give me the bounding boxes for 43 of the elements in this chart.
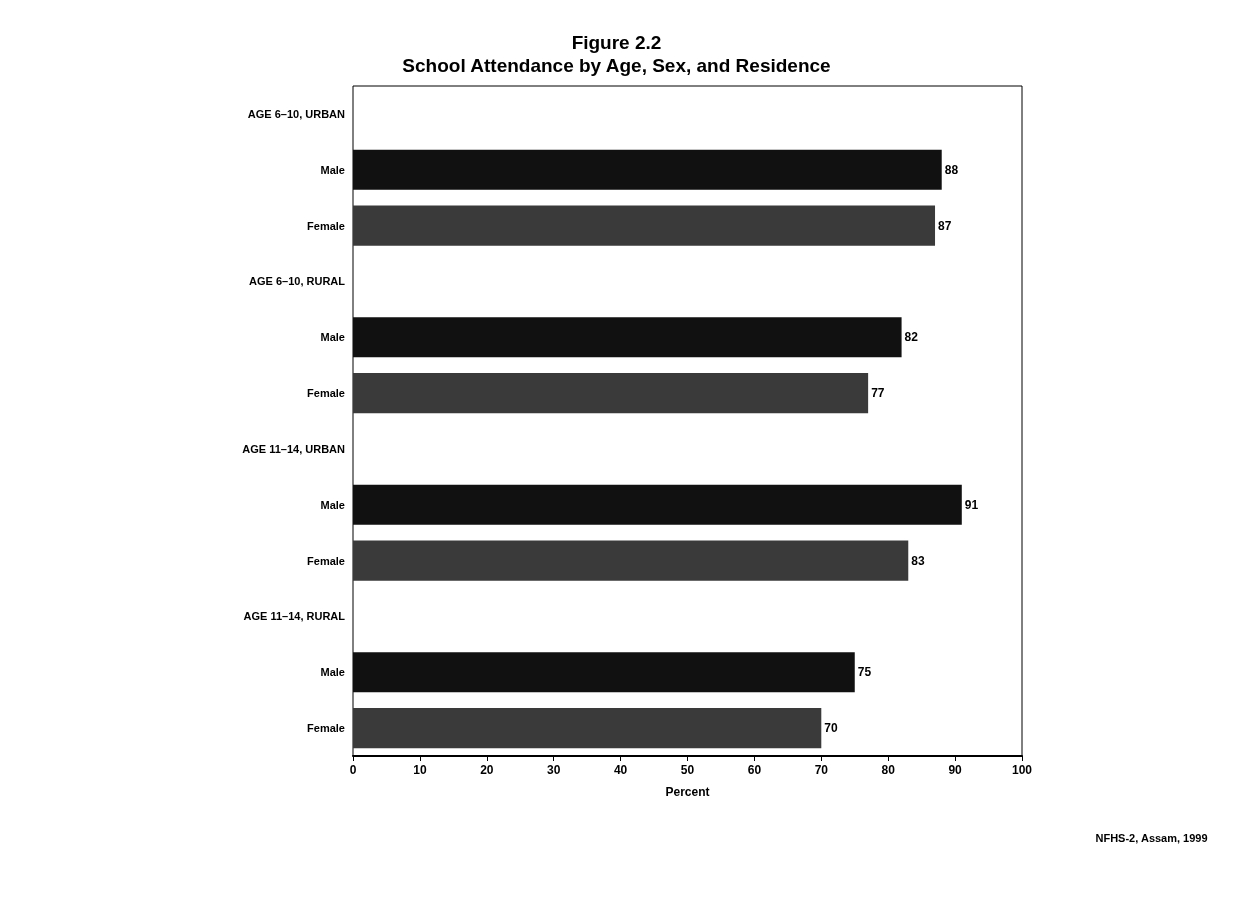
y-tick-label: AGE 6–10, RURAL <box>249 275 346 288</box>
x-tick-label: 70 <box>814 763 829 777</box>
data-label: 77 <box>871 386 885 401</box>
x-tick-label: 30 <box>547 763 561 777</box>
data-label: 83 <box>911 553 925 568</box>
bar <box>353 652 855 693</box>
y-tick-label: Male <box>320 163 345 176</box>
bar <box>353 317 902 358</box>
data-label: 88 <box>944 162 959 177</box>
x-tick-label: 100 <box>1011 763 1033 777</box>
y-tick-label: Female <box>307 219 345 232</box>
x-tick-label: 90 <box>948 763 963 777</box>
y-tick-label: Male <box>320 331 345 344</box>
x-tick-label: 40 <box>613 763 628 777</box>
x-tick-label: 20 <box>480 763 494 777</box>
y-tick-label: Female <box>307 554 345 567</box>
y-tick-label: Female <box>307 387 345 400</box>
data-label: 82 <box>904 330 919 345</box>
bar <box>353 205 936 246</box>
y-tick-label: Male <box>320 666 345 679</box>
y-tick-label: AGE 11–14, URBAN <box>242 442 346 455</box>
y-tick-label: AGE 11–14, RURAL <box>243 610 346 623</box>
chart-subtitle: School Attendance by Age, Sex, and Residence <box>402 55 831 76</box>
x-tick-label: 10 <box>413 763 427 777</box>
x-tick-label: 60 <box>747 763 762 777</box>
y-tick-label: AGE 6–10, URBAN <box>247 107 346 120</box>
y-tick-label: Male <box>320 498 345 511</box>
x-tick-label: 80 <box>881 763 896 777</box>
x-tick-label: 0 <box>349 763 357 777</box>
bar <box>353 540 909 581</box>
text: NFHS-2, Assam, 1999 <box>1095 831 1208 844</box>
chart-title: Figure 2.2 <box>571 32 662 53</box>
bar <box>353 149 942 190</box>
bar <box>353 707 822 749</box>
bar <box>353 484 962 525</box>
data-label: 91 <box>964 497 979 512</box>
x-axis-title: Percent <box>665 785 710 799</box>
data-label: 87 <box>938 218 952 233</box>
data-label: 70 <box>824 721 838 736</box>
data-label: 75 <box>857 665 872 680</box>
bar <box>353 372 869 414</box>
x-tick-label: 50 <box>680 763 695 777</box>
y-tick-label: Female <box>307 722 345 735</box>
